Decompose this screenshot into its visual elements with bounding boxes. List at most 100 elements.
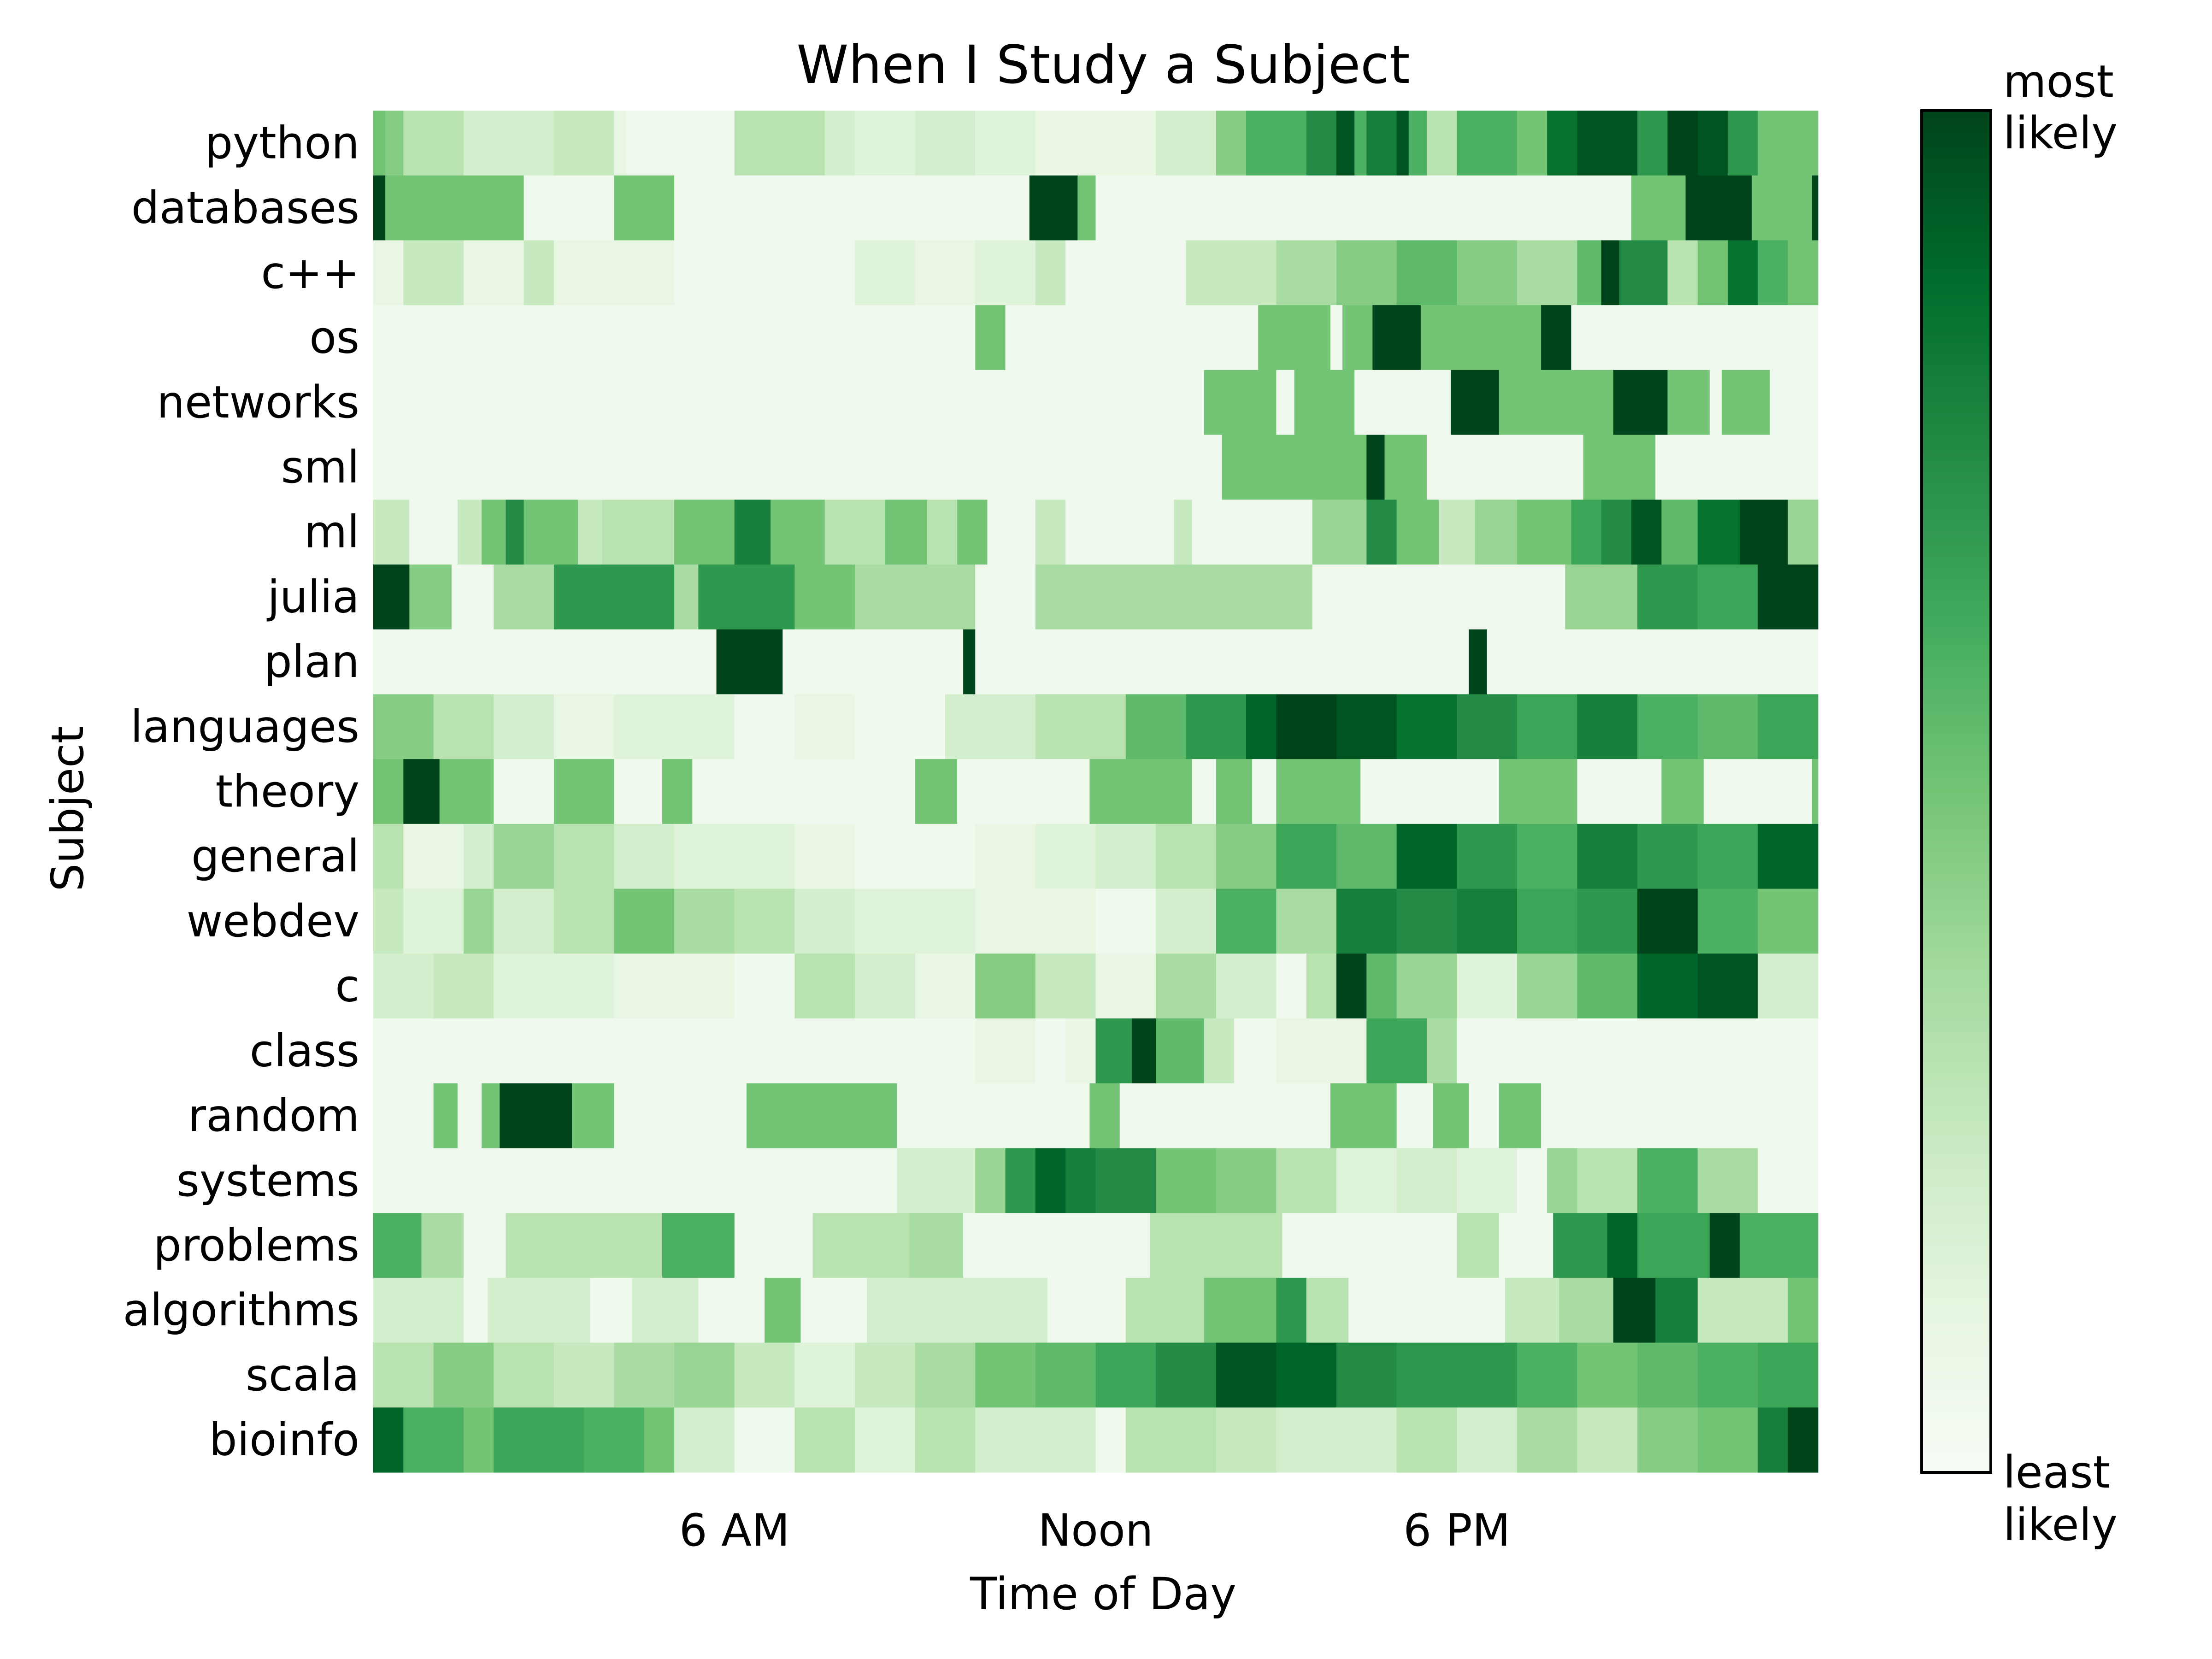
heatmap-cell-python (614, 111, 627, 176)
heatmap-cell-ml (482, 500, 506, 565)
heatmap-cell-os (1541, 305, 1572, 371)
heatmap-cell-c (1276, 240, 1337, 306)
colorbar-gradient (1920, 109, 1992, 1474)
heatmap-cell-class (1204, 1018, 1235, 1084)
heatmap-cell-python (1728, 111, 1758, 176)
heatmap-cell-databases (1631, 175, 1686, 241)
heatmap-cell-scala (1396, 1342, 1457, 1408)
heatmap-cell-theory (957, 759, 1090, 824)
heatmap-cell-problems (662, 1213, 735, 1278)
heatmap-cell-theory (1192, 759, 1217, 824)
heatmap-cell-ml (734, 500, 771, 565)
y-tick-label: theory (215, 766, 359, 818)
heatmap-cell-ml (1788, 500, 1818, 565)
chart-title: When I Study a Subject (796, 34, 1410, 95)
heatmap-cell-languages (1697, 694, 1758, 759)
heatmap-cell-languages (945, 694, 1036, 759)
heatmap-cell-class (1065, 1018, 1096, 1084)
heatmap-cell-julia (1565, 565, 1638, 630)
heatmap-cell-c (1216, 953, 1277, 1019)
y-tick-label: c++ (261, 247, 359, 299)
heatmap-cell-c (1601, 240, 1620, 306)
x-tick-label: 6 PM (1403, 1505, 1510, 1556)
heatmap-cell-networks (1354, 370, 1451, 435)
heatmap-cell-c (1336, 240, 1397, 306)
heatmap-cell-webdev (855, 888, 976, 954)
heatmap-cell-os (1342, 305, 1373, 371)
heatmap-cell-languages (373, 694, 434, 759)
heatmap-cell-os (1372, 305, 1421, 371)
heatmap-cell-julia (794, 565, 855, 630)
heatmap-cell-random (572, 1083, 615, 1149)
heatmap-cell-webdev (1758, 888, 1818, 954)
heatmap-cell-c (1728, 240, 1758, 306)
heatmap-cell-scala (1517, 1342, 1578, 1408)
heatmap-cell-general (1758, 824, 1818, 889)
heatmap-cell-languages (1276, 694, 1337, 759)
heatmap-cell-bioinfo (794, 1407, 855, 1473)
heatmap-cell-systems (1547, 1148, 1578, 1213)
y-tick-label: python (205, 117, 359, 169)
heatmap-cell-ml (1601, 500, 1632, 565)
heatmap-cell-class (1035, 1018, 1066, 1084)
heatmap-cell-ml (1631, 500, 1662, 565)
heatmap-cell-general (794, 824, 855, 889)
heatmap-cell-algorithms (1505, 1277, 1559, 1343)
colorbar-top-label-line-1: most (2003, 56, 2114, 107)
heatmap-cell-algorithms (590, 1277, 633, 1343)
heatmap-cell-ml (578, 500, 602, 565)
heatmap-cell-plan (1487, 629, 1818, 695)
heatmap-cell-algorithms (1204, 1277, 1277, 1343)
heatmap-cell-general (1637, 824, 1698, 889)
heatmap-cell-problems (1607, 1213, 1638, 1278)
heatmap-cell-webdev (1216, 888, 1277, 954)
heatmap-cell-c (614, 240, 675, 306)
heatmap-cell-c (1396, 240, 1457, 306)
heatmap-cell-c (1306, 953, 1337, 1019)
heatmap-cell-theory (403, 759, 440, 824)
x-tick-labels: 6 AM Noon 6 PM (679, 1505, 1511, 1556)
heatmap-cell-problems (463, 1213, 506, 1278)
heatmap-cell-c (1788, 240, 1818, 306)
heatmap-cell-networks (1770, 370, 1818, 435)
heatmap-cell-systems (897, 1148, 976, 1213)
heatmap-cell-algorithms (1788, 1277, 1818, 1343)
heatmap-cell-bioinfo (373, 1407, 404, 1473)
heatmap-cell-ml (1396, 500, 1439, 565)
heatmap-cell-c (1276, 953, 1307, 1019)
heatmap-cell-problems (963, 1213, 1150, 1278)
heatmap-cell-languages (494, 694, 554, 759)
heatmap-cell-systems (1697, 1148, 1758, 1213)
heatmap-cell-general (1517, 824, 1578, 889)
heatmap-cell-ml (1174, 500, 1193, 565)
heatmap-cell-theory (373, 759, 404, 824)
heatmap-cell-networks (1499, 370, 1614, 435)
heatmap-cell-databases (1752, 175, 1812, 241)
heatmap-cell-problems (373, 1213, 422, 1278)
heatmap-cell-algorithms (1306, 1277, 1349, 1343)
heatmap-cell-problems (812, 1213, 910, 1278)
heatmap-cell-networks (1294, 370, 1355, 435)
y-tick-label: algorithms (123, 1284, 359, 1336)
heatmap-cell-python (1156, 111, 1217, 176)
y-tick-label: scala (246, 1349, 359, 1401)
heatmap-cell-bioinfo (644, 1407, 675, 1473)
heatmap-cell-webdev (1577, 888, 1638, 954)
heatmap-cell-databases (614, 175, 675, 241)
heatmap-cell-scala (1758, 1342, 1818, 1408)
heatmap-cell-python (1426, 111, 1457, 176)
heatmap-cell-python (1216, 111, 1247, 176)
heatmap-cell-c (1697, 953, 1758, 1019)
heatmap-cell-c (524, 240, 554, 306)
heatmap-cell-algorithms (1697, 1277, 1788, 1343)
y-tick-label: plan (264, 636, 359, 688)
heatmap-cell-problems (1740, 1213, 1818, 1278)
heatmap-cell-bioinfo (1396, 1407, 1457, 1473)
heatmap-cell-scala (975, 1342, 1036, 1408)
heatmap-cell-c (494, 953, 615, 1019)
heatmap-cell-networks (1276, 370, 1295, 435)
heatmap-cell-webdev (403, 888, 464, 954)
heatmap-cell-networks (1722, 370, 1771, 435)
heatmap-cell-os (373, 305, 976, 371)
heatmap-cell-scala (553, 1342, 615, 1408)
